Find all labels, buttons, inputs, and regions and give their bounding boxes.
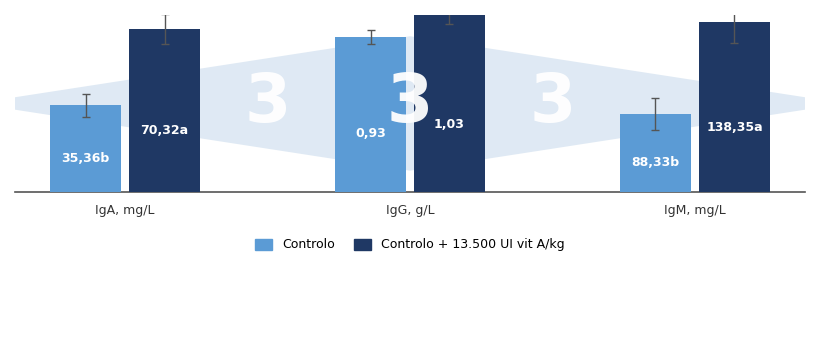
Bar: [334, 37, 405, 192]
Bar: [698, 22, 769, 192]
Text: 0,93: 0,93: [355, 126, 386, 140]
Bar: [50, 105, 121, 192]
Bar: [619, 114, 690, 192]
Text: 88,33b: 88,33b: [631, 156, 679, 169]
Text: 35,36b: 35,36b: [61, 153, 110, 165]
Text: 138,35a: 138,35a: [705, 121, 762, 134]
Text: 70,32a: 70,32a: [140, 124, 188, 137]
Text: 3: 3: [528, 71, 575, 137]
Text: 1,03: 1,03: [433, 118, 464, 131]
Text: 3: 3: [387, 71, 432, 137]
Polygon shape: [0, 36, 819, 171]
Bar: [414, 15, 485, 192]
Text: 3: 3: [244, 71, 291, 137]
Legend: Controlo, Controlo + 13.500 UI vit A/kg: Controlo, Controlo + 13.500 UI vit A/kg: [250, 234, 569, 257]
Bar: [129, 29, 200, 192]
